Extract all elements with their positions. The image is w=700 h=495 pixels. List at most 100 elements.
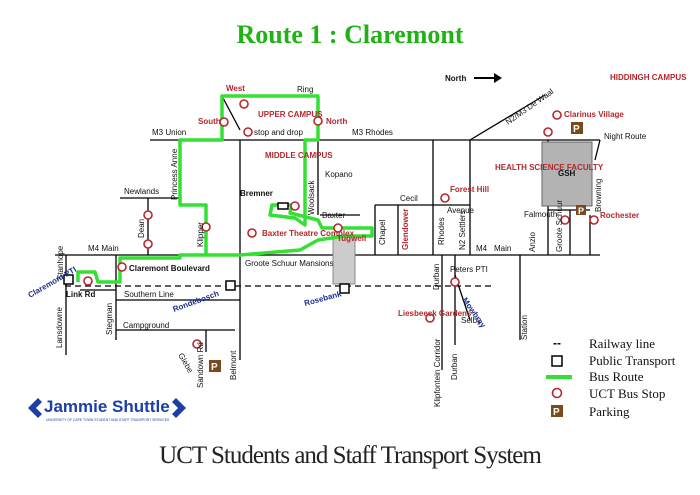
campground: Campground — [123, 321, 169, 330]
stop-claremont — [83, 276, 93, 286]
stop-tugwell — [333, 223, 343, 233]
n2-m3-de-waal: N2/M3 De Waal — [504, 87, 555, 127]
claremont-boulevard: Claremont Boulevard — [129, 264, 210, 273]
legend-parking: Parking — [589, 404, 630, 419]
stanhope: Stanhope — [56, 245, 65, 280]
selby: Selby — [461, 316, 481, 325]
footer-title: UCT Students and Staff Transport System — [159, 442, 542, 469]
legend-square-icon — [551, 355, 563, 367]
stop-baxter-theatre — [247, 228, 257, 238]
m3-rhodes: M3 Rhodes — [352, 128, 393, 137]
upper-campus: UPPER CAMPUS — [258, 110, 323, 119]
groote-schuur-road: Groote Schuur — [555, 200, 564, 252]
woolsack: Woolsack — [307, 179, 316, 215]
belmont: Belmont — [229, 350, 238, 380]
klipfontein-corridor: Klipfontein Corridor — [433, 338, 442, 407]
rosebank: Rosebank — [303, 289, 343, 308]
north-label: North — [445, 74, 466, 83]
health-science: HEALTH SCIENCE FACULTY — [495, 163, 604, 172]
lansdowne: Lansdowne — [55, 307, 64, 348]
north-stop: North — [326, 117, 347, 126]
stop-boulevard — [117, 262, 127, 272]
dean: Dean — [137, 219, 146, 238]
stop-south — [219, 117, 229, 127]
stegman: Stegman — [105, 303, 114, 335]
parking-icons: P P P — [209, 122, 586, 373]
legend-stop-icon — [551, 387, 563, 399]
liesbeeck-gardens: Liesbeeck Gardens — [398, 309, 472, 318]
stop-bremner — [290, 201, 300, 211]
middle-campus: MIDDLE CAMPUS — [265, 151, 333, 160]
stop-health — [543, 127, 553, 137]
legend-bus-stop: UCT Bus Stop — [589, 386, 665, 401]
construction-block — [332, 235, 356, 285]
legend-public-transport: Public Transport — [589, 353, 676, 368]
logo-text: Jammie Shuttle — [44, 397, 170, 416]
logo-subtitle: UNIVERSITY OF CAPE TOWN STUDENT AND STAF… — [46, 418, 170, 422]
main: Main — [494, 244, 511, 253]
bremner: Bremner — [240, 189, 273, 198]
avenue: Avenue — [447, 206, 475, 215]
rhodes: Rhodes — [437, 217, 446, 245]
legend-parking-icon — [551, 405, 563, 417]
bus-stops — [83, 99, 599, 349]
falmouth: Falmouth — [524, 210, 557, 219]
station: Station — [520, 315, 529, 340]
baxter: Baxter — [322, 211, 345, 220]
legend: -- Railway line Public Transport Bus Rou… — [546, 336, 676, 419]
durban-lower: Durban — [450, 354, 459, 380]
stop-forest-hill — [440, 193, 450, 203]
glebe: Glebe — [176, 352, 195, 375]
m4-main-left: M4 Main — [88, 244, 119, 253]
kopano: Kopano — [325, 170, 353, 179]
glendower: Glendower — [401, 209, 410, 250]
bus-route — [76, 94, 374, 284]
durban-upper: Durban — [432, 264, 441, 290]
stop-peters — [450, 277, 460, 287]
stop-and-drop: stop and drop — [254, 128, 303, 137]
newlands: Newlands — [124, 187, 159, 196]
stop-north — [313, 116, 323, 126]
stop-klipper — [201, 222, 211, 232]
sandown-rd: Sandown Rd — [196, 342, 205, 388]
svg-text:P: P — [573, 124, 580, 135]
chapel: Chapel — [378, 219, 387, 245]
legend-bus-route: Bus Route — [589, 369, 644, 384]
anzio: Anzio — [528, 231, 537, 252]
jammie-shuttle-logo: Jammie Shuttle UNIVERSITY OF CAPE TOWN S… — [28, 397, 186, 422]
forest-hill: Forest Hill — [450, 185, 489, 194]
stop-clarinus — [552, 110, 562, 120]
stop-falmouth — [560, 215, 570, 225]
station-labels: Claremont PTI Rondebosch Rosebank Mowbra… — [27, 265, 488, 375]
stop-liesbeeck — [425, 313, 435, 323]
stop-sandown — [192, 339, 202, 349]
m4: M4 — [476, 244, 488, 253]
south: South — [198, 117, 221, 126]
m3-union: M3 Union — [152, 128, 186, 137]
link-rd: Link Rd — [66, 290, 95, 299]
stop-dean — [143, 210, 153, 220]
tugwell: Tugwell — [337, 234, 366, 243]
stop-drop — [243, 127, 253, 137]
princess-anne: Princess Anne — [170, 148, 179, 200]
browning: Browning — [594, 179, 603, 212]
cecil: Cecil — [400, 194, 418, 203]
n2-settlers: N2 Settlers — [458, 210, 467, 250]
legend-railway-symbol: -- — [553, 336, 561, 350]
gsh-building — [541, 141, 593, 207]
rondebosch: Rondebosch — [172, 289, 221, 314]
stop-west — [239, 99, 249, 109]
ring-road: Ring — [297, 85, 313, 94]
stop-main — [143, 239, 153, 249]
groote-schuur-mansions: Groote Schuur Mansions — [245, 259, 334, 268]
peters-pti: Peters PTI — [450, 265, 488, 274]
klipper: Klipper — [196, 222, 205, 247]
stop-rochester — [589, 215, 599, 225]
gsh-label: GSH — [558, 169, 576, 178]
map-title: Route 1 : Claremont — [236, 20, 464, 49]
southern-line: Southern Line — [124, 290, 174, 299]
legend-railway: Railway line — [589, 336, 655, 351]
clarinus-village: Clarinus Village — [564, 110, 624, 119]
west: West — [226, 84, 245, 93]
